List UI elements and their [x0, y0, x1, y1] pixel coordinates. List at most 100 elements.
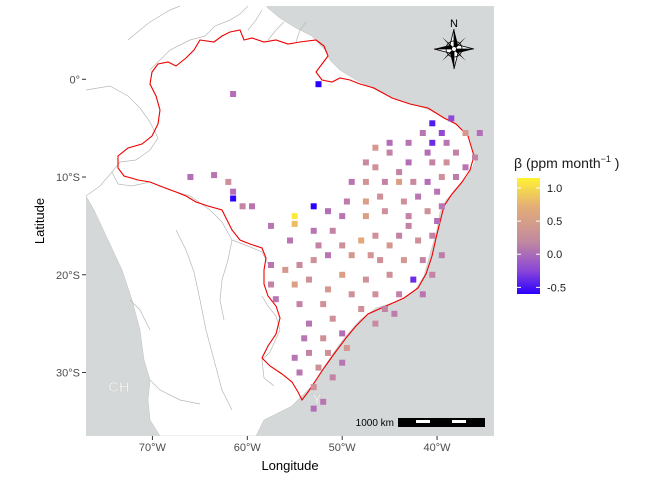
data-tile: [415, 193, 422, 200]
data-tile: [211, 172, 218, 179]
data-tile: [348, 178, 355, 185]
data-tile: [453, 149, 459, 156]
compass-point-ne: [454, 37, 466, 49]
data-tile: [453, 174, 459, 180]
legend-tick-label: 0.5: [547, 216, 562, 228]
data-tile: [339, 359, 346, 366]
compass-point-east: [454, 49, 474, 53]
data-tile: [386, 139, 393, 146]
data-tile: [291, 281, 298, 288]
map-panel: CH Y: [86, 6, 494, 436]
data-tile: [415, 237, 422, 244]
data-tile: [429, 271, 436, 278]
data-tile: [306, 349, 312, 356]
compass-ring: [445, 40, 463, 58]
data-tile: [424, 208, 431, 215]
data-tile: [343, 345, 350, 351]
data-tile: [400, 257, 407, 264]
compass-center: [451, 46, 457, 52]
data-tile: [434, 188, 441, 195]
data-tile: [339, 330, 346, 337]
data-tile: [239, 203, 246, 210]
data-tile: [325, 252, 331, 259]
data-tile: [306, 320, 312, 327]
x-tick-label: 50°W: [329, 442, 357, 454]
data-tile: [443, 159, 450, 166]
data-tile: [372, 320, 379, 327]
legend-title: β (ppm month−1 ): [514, 154, 619, 171]
data-tile: [362, 178, 369, 185]
data-tile: [381, 178, 388, 185]
scale-bar-segment: [416, 420, 430, 423]
data-tile: [329, 227, 336, 234]
data-tile: [320, 301, 327, 308]
data-tile: [386, 271, 393, 278]
data-tile: [325, 349, 331, 356]
data-tile: [268, 222, 274, 229]
y-axis-title: Latitude: [32, 198, 47, 244]
y-tick-label: 0°: [69, 74, 80, 86]
data-tile: [362, 213, 369, 220]
data-tile: [230, 195, 237, 202]
compass-point-south: [450, 49, 454, 69]
data-tile: [320, 398, 327, 405]
data-tile: [339, 271, 346, 278]
data-tile: [462, 164, 469, 171]
data-tile: [372, 164, 379, 171]
data-tile: [272, 296, 279, 303]
compass-point-se: [454, 49, 466, 61]
data-tile: [381, 208, 388, 215]
data-tile: [386, 242, 393, 249]
data-tile: [187, 174, 194, 180]
data-tile: [362, 198, 369, 205]
data-tile: [320, 335, 327, 342]
data-tile: [372, 232, 379, 239]
data-tile: [377, 257, 384, 264]
y-tick-label: 20°S: [56, 270, 80, 282]
legend: β (ppm month−1 ) 1.0 0.5 0.0 -0.5: [514, 154, 619, 294]
x-axis-title: Longitude: [261, 458, 318, 473]
data-tile: [405, 213, 412, 220]
data-tile: [429, 159, 436, 166]
data-tile: [310, 203, 317, 210]
data-tile: [306, 276, 312, 283]
scale-bar-segment: [452, 420, 466, 423]
compass-point-west: [434, 45, 454, 49]
data-tile: [396, 178, 403, 185]
data-tile: [429, 120, 436, 127]
data-tile: [429, 139, 436, 146]
data-tile: [381, 306, 388, 312]
data-tile: [429, 232, 436, 239]
data-tile: [362, 276, 369, 283]
compass-point-nw: [442, 37, 454, 49]
data-tile: [472, 154, 478, 161]
data-tile: [400, 198, 407, 205]
data-tile: [362, 159, 369, 166]
data-tile: [339, 242, 346, 249]
data-tile: [405, 139, 412, 146]
data-tile: [434, 218, 441, 224]
legend-tick-label: -0.5: [547, 282, 566, 294]
data-tile: [296, 369, 303, 376]
data-tile: [419, 257, 426, 264]
data-tile: [476, 130, 483, 136]
south-america-land: [86, 6, 477, 436]
data-tile: [230, 91, 237, 97]
data-tile: [396, 232, 403, 239]
data-tile: [438, 174, 445, 180]
data-tile: [225, 178, 232, 185]
data-tile: [367, 252, 374, 259]
data-tile: [462, 130, 469, 136]
data-tile: [249, 203, 255, 210]
data-tile: [315, 364, 322, 371]
legend-colorbar: [517, 178, 540, 294]
data-tile: [410, 276, 417, 283]
data-tile: [329, 315, 336, 322]
data-tile: [268, 281, 274, 288]
data-tile: [315, 242, 322, 249]
data-tile: [386, 149, 393, 156]
data-tile: [301, 335, 308, 342]
data-tile: [438, 203, 445, 210]
data-tile: [329, 374, 336, 381]
